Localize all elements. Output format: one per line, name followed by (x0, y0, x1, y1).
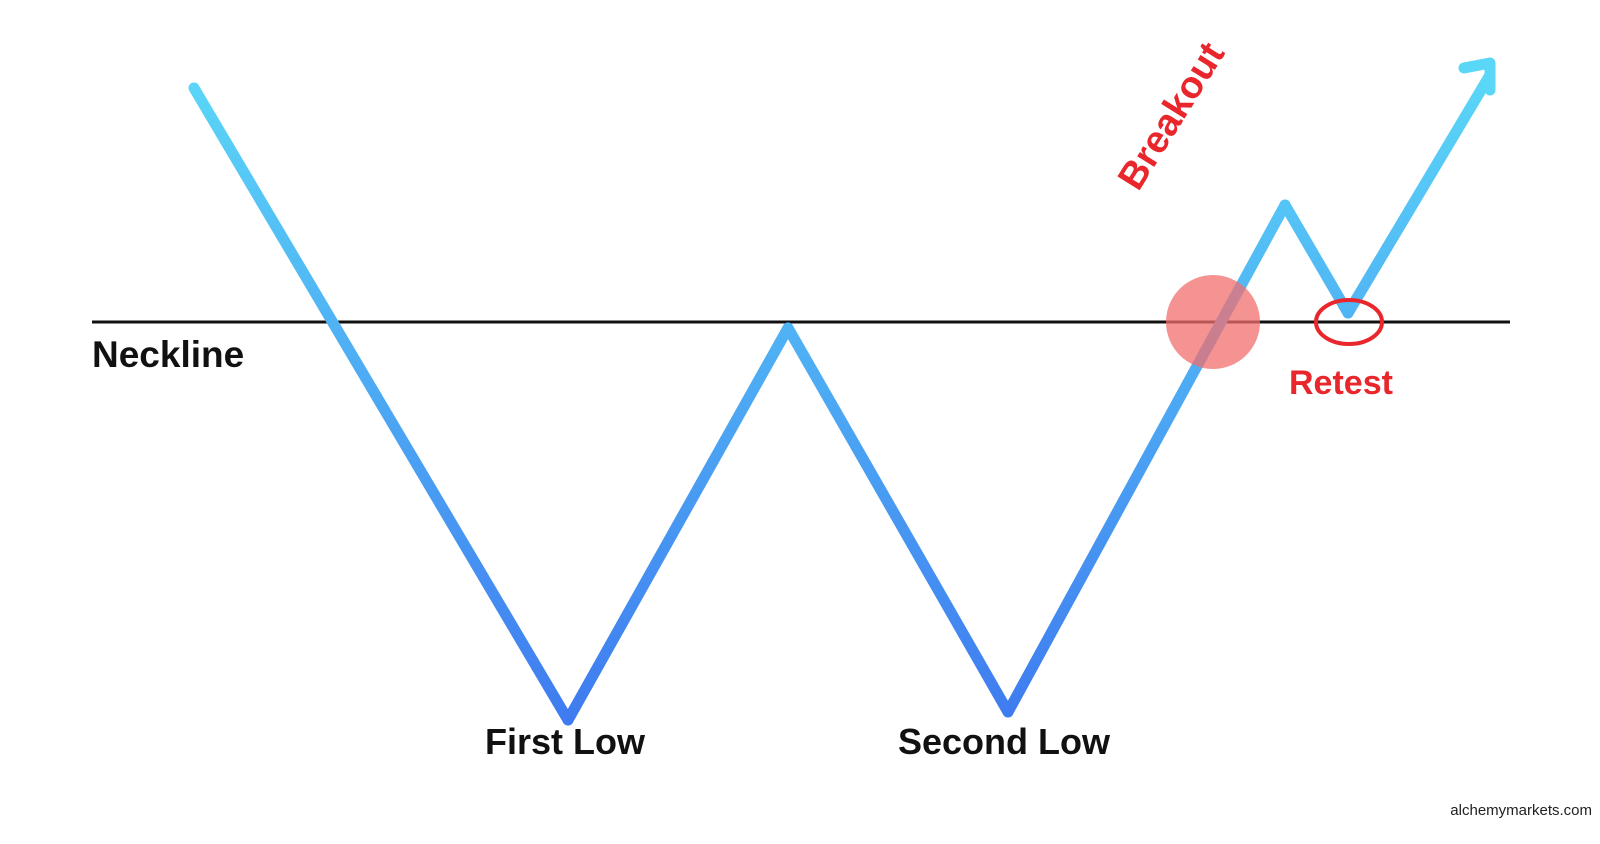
retest-marker (1314, 298, 1384, 346)
arrow-head-icon (1458, 57, 1496, 96)
price-path (188, 69, 1496, 726)
neckline-label: Neckline (92, 334, 245, 375)
second-decline-segment (782, 322, 1014, 718)
watermark: alchemymarkets.com (1450, 802, 1592, 819)
rally-segment (562, 322, 794, 726)
continuation-segment (1342, 69, 1496, 319)
retest-label: Retest (1289, 364, 1393, 402)
breakout-marker (1166, 275, 1260, 369)
first-low-label: First Low (485, 721, 645, 762)
decline-segment (188, 82, 574, 726)
second-low-label: Second Low (898, 721, 1111, 762)
breakout-rally-segment (1002, 199, 1291, 718)
pullback-segment (1279, 199, 1354, 319)
